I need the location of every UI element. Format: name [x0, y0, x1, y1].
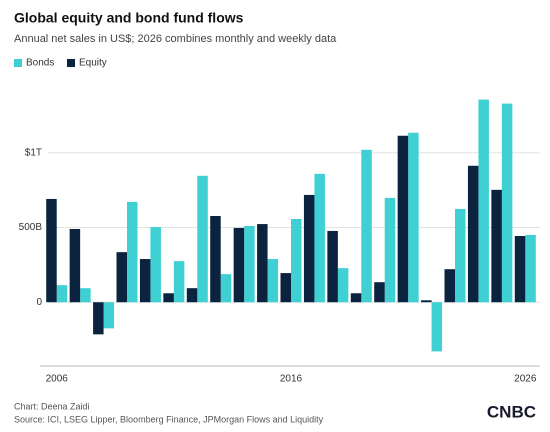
bar [384, 197, 396, 303]
bar [257, 224, 268, 303]
bar [210, 215, 221, 303]
bar [421, 300, 432, 303]
legend-label: Bonds [26, 58, 54, 69]
bar [444, 269, 455, 303]
bar [46, 198, 57, 303]
bar [139, 259, 151, 303]
bar [455, 208, 466, 303]
bar [244, 226, 255, 303]
bar [361, 149, 372, 303]
y-tick-label: $1T [25, 147, 42, 158]
bar [127, 201, 138, 303]
bar [350, 293, 362, 303]
bar [220, 274, 232, 303]
bar [93, 302, 104, 335]
bar [103, 302, 115, 329]
bar [491, 189, 502, 303]
x-tick-label: 2006 [46, 374, 69, 385]
legend-swatch [14, 59, 22, 67]
bar [467, 165, 479, 303]
bar [116, 252, 127, 303]
bar [314, 173, 325, 303]
y-tick-label: 0 [36, 297, 42, 308]
bar [150, 227, 161, 303]
bar [397, 135, 409, 303]
bar [197, 175, 208, 303]
x-tick-label: 2016 [280, 374, 303, 385]
bar [327, 230, 338, 303]
y-tick-label: 500B [19, 222, 43, 233]
chart-subtitle: Annual net sales in US$; 2026 combines m… [14, 33, 337, 45]
bar [337, 268, 349, 303]
bar [374, 282, 385, 303]
logo: CNBC [487, 402, 536, 421]
bar [233, 227, 245, 303]
bar [501, 103, 513, 303]
bar [291, 218, 302, 303]
legend-swatch [67, 59, 75, 67]
bar [478, 99, 489, 303]
bar [303, 194, 315, 303]
bar [431, 302, 443, 352]
bar [186, 288, 198, 303]
bar [173, 261, 185, 303]
bar [267, 259, 279, 303]
x-tick-label: 2026 [514, 374, 537, 385]
bar [163, 293, 174, 303]
bar [80, 288, 91, 303]
bar [408, 132, 419, 303]
credit: Chart: Deena Zaidi [14, 401, 90, 411]
bar [69, 228, 81, 303]
bar [56, 285, 68, 303]
bar [514, 236, 526, 303]
legend-label: Equity [79, 58, 107, 69]
bar [525, 234, 536, 303]
bar [280, 273, 291, 303]
source: Source: ICI, LSEG Lipper, Bloomberg Fina… [14, 414, 324, 424]
chart-title: Global equity and bond fund flows [14, 10, 244, 26]
